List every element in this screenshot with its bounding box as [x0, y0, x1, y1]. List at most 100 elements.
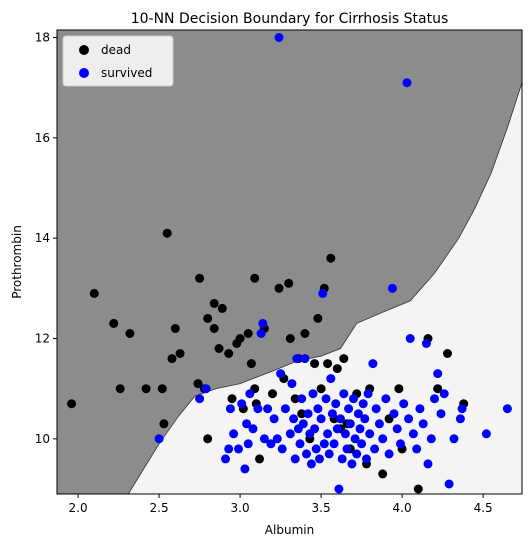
point-dead-21	[224, 349, 234, 358]
point-dead-4	[125, 329, 135, 338]
point-survived-10	[242, 419, 252, 429]
point-survived-60	[340, 429, 350, 439]
point-survived-61	[342, 444, 352, 454]
point-survived-12	[245, 389, 255, 399]
point-survived-104	[455, 414, 465, 424]
point-survived-59	[339, 389, 349, 399]
x-tick-label: 2.5	[150, 501, 169, 515]
point-survived-37	[303, 409, 313, 419]
point-survived-6	[229, 429, 239, 439]
x-axis-label: Albumin	[265, 523, 314, 537]
point-survived-36	[302, 449, 311, 459]
point-dead-20	[217, 303, 227, 313]
point-survived-103	[449, 434, 459, 444]
point-survived-64	[347, 459, 357, 469]
x-tick-label: 3.0	[231, 501, 250, 515]
point-dead-50	[332, 364, 342, 374]
point-dead-60	[394, 384, 404, 394]
point-survived-45	[316, 414, 326, 424]
point-survived-50	[324, 449, 334, 459]
point-survived-69	[355, 424, 365, 434]
point-survived-93	[415, 404, 425, 414]
point-dead-12	[195, 273, 205, 283]
point-survived-58	[337, 454, 347, 464]
point-survived-72	[360, 414, 370, 424]
point-dead-28	[250, 273, 260, 283]
point-dead-31	[255, 454, 264, 464]
point-survived-44	[315, 454, 324, 464]
point-survived-54	[331, 399, 341, 409]
point-dead-36	[284, 278, 294, 288]
point-dead-34	[274, 283, 284, 293]
point-survived-81	[381, 394, 391, 404]
point-dead-17	[209, 298, 219, 308]
point-survived-90	[405, 334, 415, 343]
point-dead-13	[193, 379, 203, 389]
point-survived-33	[297, 394, 307, 404]
point-survived-29	[290, 454, 300, 464]
point-dead-11	[175, 349, 185, 358]
point-survived-87	[399, 399, 409, 409]
point-survived-101	[439, 389, 449, 399]
y-tick-label: 14	[35, 231, 50, 245]
point-survived-52	[327, 409, 337, 419]
point-dead-44	[313, 313, 323, 323]
legend: dead survived	[62, 35, 174, 87]
chart-title: 10-NN Decision Boundary for Cirrhosis St…	[131, 11, 449, 27]
point-survived-88	[402, 78, 412, 88]
point-survived-96	[423, 459, 433, 469]
point-survived-11	[243, 439, 253, 449]
point-dead-52	[339, 354, 349, 364]
x-tick-label: 3.5	[312, 501, 331, 515]
point-survived-92	[412, 444, 422, 454]
x-tick-label: 4.0	[393, 501, 412, 515]
x-tick-label: 4.5	[474, 501, 493, 515]
point-survived-57	[336, 414, 345, 424]
point-survived-86	[396, 439, 405, 449]
y-tick-label: 12	[35, 331, 50, 345]
point-survived-107	[502, 404, 512, 414]
point-survived-21	[272, 434, 282, 444]
point-dead-38	[290, 394, 300, 404]
point-survived-3	[221, 454, 230, 464]
point-dead-22	[227, 394, 237, 404]
point-dead-37	[285, 334, 295, 343]
point-survived-19	[266, 439, 276, 449]
point-survived-51	[326, 374, 336, 384]
point-survived-30	[292, 354, 302, 364]
point-survived-79	[374, 419, 384, 429]
point-dead-58	[378, 469, 388, 479]
point-survived-16	[258, 318, 268, 328]
point-survived-22	[274, 33, 284, 42]
point-survived-74	[363, 389, 373, 399]
point-dead-26	[243, 329, 253, 338]
point-survived-91	[408, 429, 418, 439]
point-survived-2	[201, 384, 211, 394]
y-tick-label: 16	[35, 131, 50, 145]
point-survived-42	[311, 444, 321, 454]
point-survived-35	[300, 354, 310, 364]
point-dead-7	[159, 419, 169, 429]
point-survived-9	[240, 464, 250, 474]
point-survived-27	[287, 379, 297, 389]
survived-region	[127, 82, 522, 494]
point-survived-71	[358, 399, 368, 409]
point-survived-1	[195, 394, 205, 404]
point-dead-47	[323, 359, 333, 369]
point-survived-73	[362, 454, 371, 464]
point-survived-89	[404, 414, 414, 424]
point-dead-40	[297, 409, 307, 419]
point-survived-18	[263, 404, 273, 414]
point-survived-106	[481, 429, 491, 439]
point-survived-23	[276, 369, 286, 379]
point-survived-66	[350, 434, 360, 444]
point-dead-24	[235, 334, 245, 343]
point-survived-0	[154, 434, 164, 444]
point-dead-62	[413, 484, 423, 494]
point-survived-49	[323, 429, 333, 439]
point-survived-48	[321, 394, 331, 404]
point-dead-19	[214, 344, 224, 353]
y-tick-label: 18	[35, 31, 50, 45]
point-survived-8	[237, 399, 247, 409]
